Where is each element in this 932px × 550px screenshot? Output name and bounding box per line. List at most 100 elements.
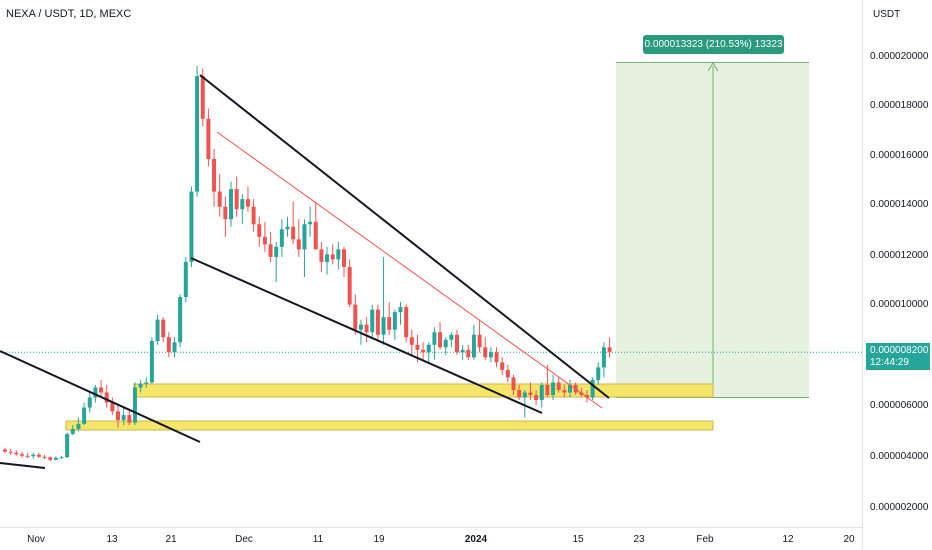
candle (584, 389, 589, 403)
last-price-tag: 0.000008200 12:44:29 (866, 343, 930, 370)
candle (421, 342, 426, 360)
bar-countdown: 12:44:29 (870, 357, 909, 368)
candle (319, 241, 324, 272)
candle (144, 377, 149, 388)
candle (342, 246, 346, 277)
candle (302, 219, 307, 277)
candle (517, 384, 522, 401)
candle (172, 337, 177, 358)
candle (404, 304, 409, 343)
symbol-title[interactable]: NEXA / USDT, 1D, MEXC (6, 8, 132, 20)
candle (330, 244, 335, 265)
candle (25, 453, 30, 459)
candle (251, 199, 256, 232)
time-tick-label: 21 (165, 534, 177, 545)
candle (336, 241, 341, 270)
currency-label[interactable]: USDT (873, 9, 901, 20)
wedge-lower-line (190, 257, 543, 414)
candle (166, 332, 171, 358)
candle (161, 317, 166, 343)
price-tick-label: 0.000004000 (870, 451, 929, 462)
candle (556, 377, 561, 393)
candle (308, 206, 313, 237)
candle (138, 379, 143, 393)
candle (48, 456, 53, 462)
candle (149, 337, 154, 384)
candle (296, 219, 301, 257)
candle (460, 344, 465, 360)
candle (14, 450, 19, 456)
candle (36, 452, 41, 458)
time-tick-label: 19 (373, 534, 385, 545)
candle (353, 294, 358, 335)
candle (449, 332, 454, 348)
candle (291, 201, 296, 245)
candle (590, 377, 595, 401)
candle (212, 148, 217, 207)
candle (82, 402, 87, 426)
candle (285, 216, 290, 237)
time-tick-label: 15 (572, 534, 584, 545)
candle (87, 392, 92, 413)
candle (8, 448, 13, 455)
candle (183, 256, 188, 303)
candle (432, 327, 437, 360)
candle (500, 357, 505, 375)
price-tick-label: 0.000002000 (870, 502, 929, 513)
time-tick-label: Feb (696, 534, 714, 545)
candle (466, 344, 471, 360)
candle (268, 231, 273, 262)
candle (505, 364, 510, 383)
candle (257, 216, 262, 247)
time-tick-label: 23 (633, 534, 645, 545)
candle (375, 304, 380, 340)
candle (132, 382, 137, 426)
candle (443, 337, 448, 355)
candle (601, 342, 606, 378)
wedge-upper-line (199, 74, 610, 399)
measurement-label[interactable]: 0.000013323 (210.53%) 13323 (643, 35, 784, 54)
candle (42, 454, 47, 460)
candle (279, 219, 284, 257)
support-zone-lower (65, 420, 714, 431)
old-trend-line (0, 350, 201, 443)
candle (70, 425, 75, 436)
candle (234, 176, 239, 217)
price-tick-label: 0.000010000 (870, 299, 929, 310)
candle (438, 322, 443, 350)
candle (364, 317, 369, 343)
candle (455, 329, 459, 355)
candle (262, 221, 267, 252)
candle (381, 256, 386, 345)
candle (313, 201, 318, 250)
candle (534, 389, 539, 406)
candle (223, 196, 228, 237)
candle (195, 66, 200, 197)
candle (240, 194, 245, 225)
candle (127, 410, 132, 426)
candle (155, 314, 160, 345)
candle (110, 397, 115, 416)
candle (217, 174, 222, 217)
candle (488, 347, 493, 363)
candle (387, 302, 392, 335)
candle (596, 362, 601, 385)
candle (483, 337, 488, 360)
candle (229, 181, 233, 227)
time-tick-label: Dec (235, 534, 253, 545)
candle (347, 259, 352, 308)
time-tick-label-year: 2024 (464, 534, 488, 545)
time-tick-label: Nov (27, 534, 45, 545)
candle (392, 309, 397, 340)
candle (568, 379, 572, 398)
candle (511, 374, 516, 395)
price-tick-label: 0.000018000 (870, 100, 929, 111)
candle (31, 452, 36, 459)
target-arrow-head (707, 62, 719, 72)
candle (370, 304, 375, 338)
time-tick-label: 11 (312, 534, 324, 545)
old-support-line (0, 462, 46, 469)
support-zone-upper (133, 383, 714, 398)
